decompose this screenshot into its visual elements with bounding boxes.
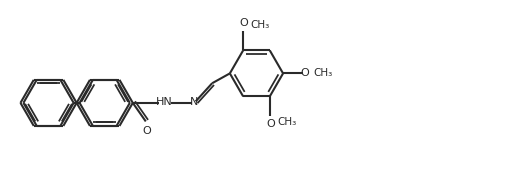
Text: O: O: [142, 126, 151, 136]
Text: CH₃: CH₃: [313, 68, 332, 78]
Text: CH₃: CH₃: [250, 20, 269, 30]
Text: O: O: [300, 68, 309, 78]
Text: O: O: [265, 119, 274, 129]
Text: N: N: [189, 97, 197, 107]
Text: O: O: [239, 18, 247, 28]
Text: CH₃: CH₃: [277, 117, 296, 127]
Text: HN: HN: [156, 97, 172, 107]
